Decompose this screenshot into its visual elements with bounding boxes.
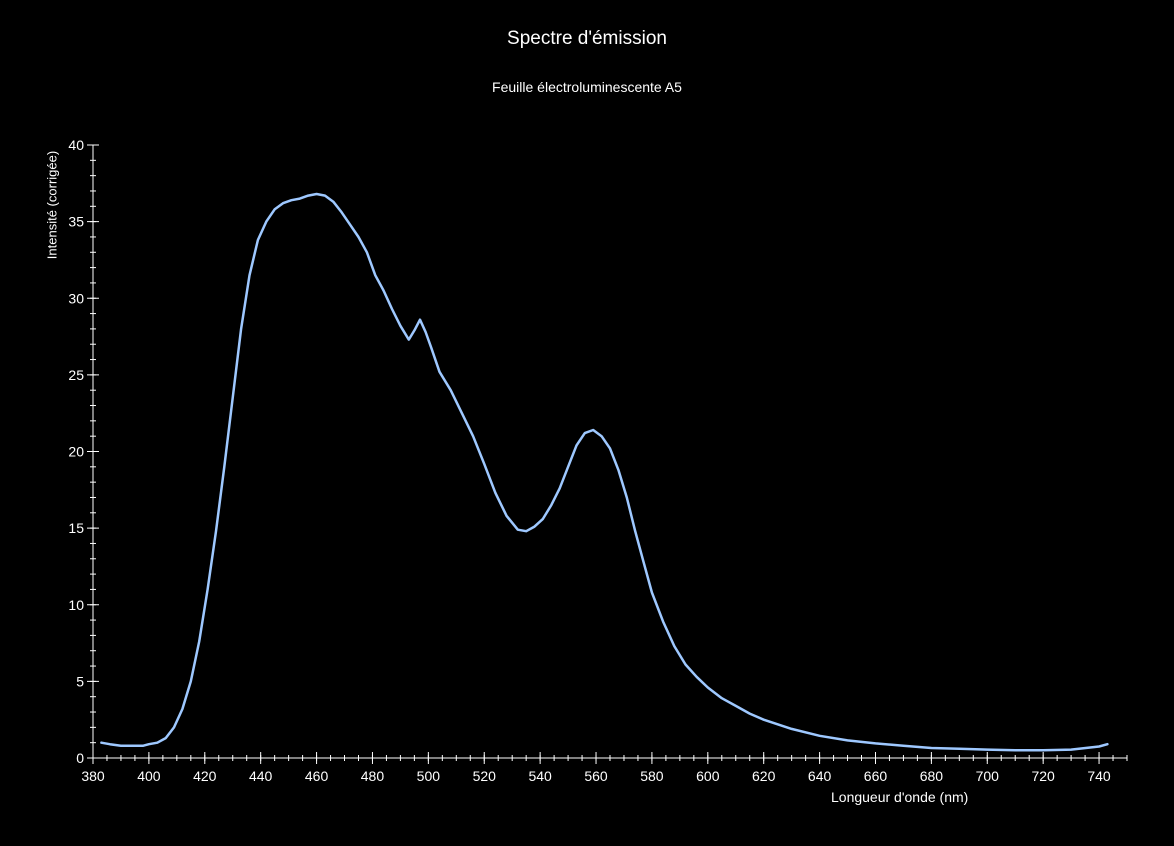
- x-tick-label: 520: [473, 768, 497, 784]
- y-tick-label: 0: [76, 750, 84, 766]
- x-tick-label: 740: [1087, 768, 1111, 784]
- x-tick-label: 400: [137, 768, 161, 784]
- x-tick-label: 580: [640, 768, 664, 784]
- x-tick-label: 440: [249, 768, 273, 784]
- y-axis-label: Intensité (corrigée): [44, 150, 60, 260]
- x-tick-label: 680: [920, 768, 944, 784]
- x-tick-label: 480: [361, 768, 385, 784]
- chart-title: Spectre d'émission: [507, 28, 667, 49]
- chart-subtitle: Feuille électroluminescente A5: [492, 79, 682, 95]
- y-tick-label: 40: [68, 137, 84, 153]
- y-tick-label: 10: [68, 597, 84, 613]
- x-tick-label: 720: [1031, 768, 1055, 784]
- x-tick-label: 620: [752, 768, 776, 784]
- plot-area: [100, 192, 1109, 752]
- y-tick-label: 35: [68, 214, 84, 230]
- x-axis-label: Longueur d'onde (nm): [831, 789, 969, 805]
- x-tick-label: 640: [808, 768, 832, 784]
- y-tick-label: 20: [68, 444, 84, 460]
- x-tick-label: 380: [81, 768, 105, 784]
- x-tick-label: 420: [193, 768, 217, 784]
- y-tick-label: 30: [68, 290, 84, 306]
- x-tick-label: 660: [864, 768, 888, 784]
- emission-spectrum-line: [100, 192, 1109, 752]
- y-tick-label: 5: [76, 673, 84, 689]
- y-tick-label: 25: [68, 367, 84, 383]
- x-tick-label: 700: [976, 768, 1000, 784]
- y-tick-label: 15: [68, 520, 84, 536]
- x-tick-label: 600: [696, 768, 720, 784]
- x-tick-label: 560: [584, 768, 608, 784]
- x-tick-label: 460: [305, 768, 329, 784]
- axes: 380 400 420 440 460 480 500 520 540 560 580 600 620 6…: [68, 137, 1128, 784]
- x-tick-label: 540: [528, 768, 552, 784]
- x-tick-label: 500: [417, 768, 441, 784]
